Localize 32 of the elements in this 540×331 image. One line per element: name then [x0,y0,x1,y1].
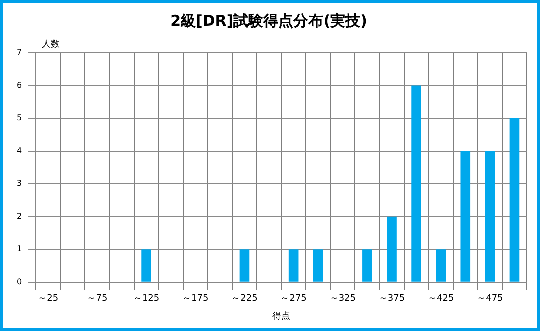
x-tick-label: ～175 [182,294,209,304]
x-tick-label: ～475 [477,294,504,304]
bar [460,151,471,282]
x-axis-title: 得点 [272,310,291,322]
y-tick-label: 6 [16,80,22,90]
bar [485,151,496,282]
y-tick-label: 2 [16,212,22,221]
bar [313,250,324,282]
x-tick-label: ～275 [280,294,307,304]
x-tick-label: ～75 [87,294,108,304]
bar [436,250,446,282]
y-tick-label: 5 [16,114,22,123]
bar [288,250,299,282]
bar [362,250,372,282]
bar [142,250,152,282]
bar [240,250,250,282]
x-tick-label: ～125 [133,294,160,304]
x-tick-label: ～25 [38,294,59,304]
x-tick-label: ～325 [330,294,356,304]
y-tick-label: 0 [16,277,22,286]
bar [412,86,422,282]
y-axis-title: 人数 [42,38,60,50]
x-tick-label: ～375 [378,294,406,304]
chart-title: 2級[DR]試験得点分布(実技) [170,12,368,30]
y-tick-label: 7 [16,48,22,58]
x-tick-label: ～425 [428,294,454,304]
y-tick-label: 1 [16,244,22,254]
bar [387,216,397,282]
y-tick-label: 4 [16,146,22,156]
x-tick-label: ～225 [232,294,258,304]
y-tick-label: 3 [16,179,22,188]
bar [510,118,520,282]
